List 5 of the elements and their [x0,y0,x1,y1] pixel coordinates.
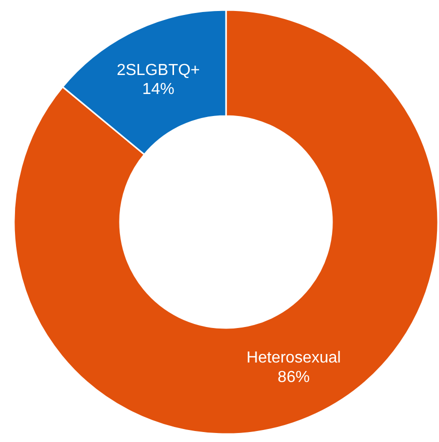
data-label: 14% [142,81,174,98]
donut-slice [13,9,439,434]
data-label: 86% [278,368,310,386]
slice-label: Heterosexual [246,350,341,367]
slice-label: 2SLGBTQ+ [116,62,200,79]
